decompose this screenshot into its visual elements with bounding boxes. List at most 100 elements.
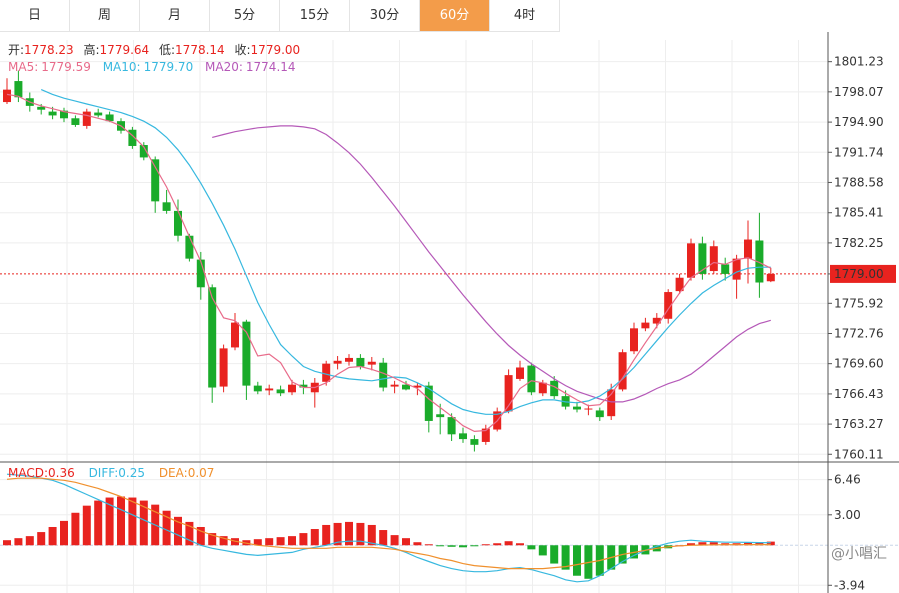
candle-body bbox=[219, 348, 228, 387]
candle-body bbox=[630, 328, 638, 352]
candle-body bbox=[390, 384, 399, 387]
candle-body bbox=[14, 81, 23, 98]
macd-panel: 6.46 3.00 -3.94 bbox=[0, 473, 899, 592]
macd-bar bbox=[470, 545, 479, 547]
tab-3[interactable]: 5分 bbox=[210, 0, 280, 31]
ma20-line bbox=[212, 125, 771, 403]
current-price-label: 1779.00 bbox=[834, 267, 884, 281]
diff-label: DIFF: bbox=[89, 466, 119, 480]
candle-body bbox=[527, 365, 536, 393]
low-value: 1778.14 bbox=[175, 43, 225, 57]
macd-bar bbox=[424, 544, 433, 546]
ma5-label: MA5: bbox=[8, 60, 38, 74]
candle-body bbox=[105, 114, 114, 122]
macd-bar bbox=[208, 533, 217, 546]
macd-bar bbox=[447, 545, 456, 547]
candle-body bbox=[299, 384, 308, 388]
tab-5[interactable]: 30分 bbox=[350, 0, 420, 31]
macd-bar bbox=[698, 542, 707, 546]
candle-body bbox=[276, 389, 285, 394]
candle-body bbox=[584, 408, 593, 410]
ma20-label: MA20: bbox=[205, 60, 243, 74]
macd-bar bbox=[48, 526, 57, 546]
candle-body bbox=[459, 433, 467, 440]
candle-body bbox=[652, 317, 661, 324]
current-price-tag bbox=[830, 264, 896, 283]
candle-body bbox=[71, 118, 80, 125]
candle-body bbox=[721, 264, 730, 274]
candle-body bbox=[367, 361, 376, 365]
macd-bar bbox=[276, 537, 285, 546]
candle-body bbox=[595, 410, 604, 418]
macd-tick-label: -3.94 bbox=[834, 578, 865, 592]
macd-value: 0.36 bbox=[48, 466, 75, 480]
candle-body bbox=[322, 363, 331, 382]
candle-body bbox=[288, 384, 296, 393]
candle-body bbox=[196, 259, 205, 288]
candle-body bbox=[3, 89, 11, 103]
y-tick-label: 1791.74 bbox=[834, 145, 884, 159]
candle-body bbox=[618, 352, 627, 390]
macd-bar bbox=[413, 542, 422, 546]
tab-1[interactable]: 周 bbox=[70, 0, 140, 31]
dea-label: DEA: bbox=[159, 466, 188, 480]
candle-body bbox=[333, 360, 342, 364]
macd-bar bbox=[755, 542, 764, 546]
tab-7[interactable]: 4时 bbox=[490, 0, 560, 31]
candle-body bbox=[379, 362, 388, 388]
candle-body bbox=[231, 322, 239, 348]
macd-bar bbox=[94, 500, 103, 546]
macd-bar bbox=[71, 512, 80, 546]
candle-body bbox=[82, 111, 91, 126]
tab-0[interactable]: 日 bbox=[0, 0, 70, 31]
macd-bar bbox=[25, 536, 34, 546]
candle-body bbox=[550, 380, 559, 397]
macd-tick-label: 3.00 bbox=[834, 508, 861, 522]
macd-bar bbox=[299, 533, 308, 546]
macd-bar bbox=[504, 541, 513, 546]
ma20-value: 1774.14 bbox=[246, 60, 296, 74]
grid bbox=[0, 40, 828, 593]
macd-bar bbox=[139, 500, 148, 546]
y-tick-label: 1769.60 bbox=[834, 357, 884, 371]
tab-2[interactable]: 月 bbox=[140, 0, 210, 31]
ma-info: MA5: 1779.59 MA10: 1779.70 MA20: 1774.14 bbox=[8, 60, 296, 74]
y-tick-label: 1782.25 bbox=[834, 236, 884, 250]
candle-body bbox=[766, 273, 775, 282]
candle-body bbox=[185, 235, 194, 259]
macd-bar bbox=[379, 530, 388, 546]
tab-6[interactable]: 60分 bbox=[420, 0, 490, 31]
candle-body bbox=[253, 385, 262, 392]
timeframe-tabs: 日周月 5分 15分 30分 60分 4时 bbox=[0, 0, 560, 32]
y-tick-label: 1785.41 bbox=[834, 206, 884, 220]
macd-bar bbox=[3, 540, 11, 546]
candle-body bbox=[664, 292, 673, 319]
macd-bar bbox=[709, 542, 718, 546]
macd-bar bbox=[687, 543, 695, 546]
candle-body bbox=[139, 145, 148, 158]
macd-bar bbox=[516, 543, 524, 546]
candle-body bbox=[345, 357, 353, 362]
macd-bar bbox=[481, 544, 490, 546]
watermark: @小唱汇 bbox=[831, 546, 887, 562]
price-axis: 1801.23 1798.07 1794.90 1791.74 1788.58 1785.… bbox=[0, 32, 899, 593]
macd-bar bbox=[390, 535, 399, 546]
ma10-line bbox=[40, 89, 771, 415]
macd-bar bbox=[105, 497, 114, 546]
macd-bar bbox=[459, 545, 467, 548]
macd-bar bbox=[322, 524, 331, 546]
y-tick-label: 1772.76 bbox=[834, 326, 884, 340]
macd-bar bbox=[766, 541, 775, 546]
macd-bar bbox=[219, 536, 228, 546]
tab-4[interactable]: 15分 bbox=[280, 0, 350, 31]
macd-info: MACD:0.36 DIFF:0.25 DEA:0.07 bbox=[8, 466, 214, 480]
candle-body bbox=[504, 375, 513, 412]
candle-body bbox=[436, 414, 445, 418]
dea-value: 0.07 bbox=[188, 466, 215, 480]
candle-body bbox=[424, 385, 433, 421]
macd-bar bbox=[174, 516, 182, 546]
candle-body bbox=[516, 367, 524, 379]
dea-line bbox=[6, 477, 771, 570]
macd-bar bbox=[356, 522, 365, 546]
candle-body bbox=[538, 382, 547, 394]
